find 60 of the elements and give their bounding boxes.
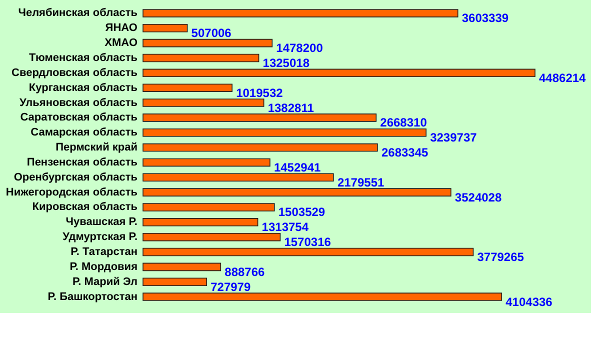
data-label: 1452941 bbox=[274, 160, 321, 174]
y-tick-label: Нижегородская область bbox=[6, 186, 138, 198]
bar bbox=[142, 188, 452, 196]
y-tick-label: Челябинская область bbox=[18, 7, 138, 20]
bar bbox=[142, 292, 502, 301]
bar bbox=[142, 54, 260, 62]
bar bbox=[142, 158, 270, 167]
y-tick-label: Саратовская область bbox=[20, 112, 138, 124]
bar bbox=[142, 278, 208, 286]
bar bbox=[142, 203, 275, 212]
y-tick-label: Удмуртская Р. bbox=[62, 231, 138, 244]
y-tick-label: Кировская область bbox=[32, 201, 138, 214]
y-tick-label: Свердловская область bbox=[12, 66, 138, 79]
y-tick-label: Курганская область bbox=[28, 82, 138, 94]
data-label: 4486214 bbox=[539, 70, 586, 85]
data-label: 3603339 bbox=[462, 11, 509, 26]
data-label: 1019532 bbox=[236, 86, 284, 100]
bar bbox=[142, 98, 264, 107]
data-label: 3239737 bbox=[430, 130, 478, 145]
y-tick-label: Оренбургская область bbox=[14, 171, 138, 184]
bar bbox=[142, 38, 273, 48]
bar bbox=[142, 232, 281, 242]
y-tick-label: ХМАО bbox=[104, 37, 138, 50]
data-label: 1478200 bbox=[276, 41, 324, 56]
data-label: 1503529 bbox=[278, 205, 326, 220]
y-tick-label: Пермский край bbox=[56, 142, 138, 154]
data-label: 2179551 bbox=[337, 175, 384, 190]
bar bbox=[142, 143, 378, 152]
bar bbox=[142, 128, 426, 137]
bar bbox=[142, 9, 458, 18]
bar bbox=[142, 24, 188, 32]
data-label: 2683345 bbox=[381, 146, 429, 160]
data-label: 2668310 bbox=[380, 116, 428, 130]
y-tick-label: Ульяновская область bbox=[20, 96, 138, 109]
data-label: 888766 bbox=[224, 264, 266, 279]
y-tick-label: Р. Марий Эл bbox=[72, 276, 138, 288]
bar bbox=[142, 114, 377, 122]
y-tick-label: Тюменская область bbox=[28, 52, 138, 64]
bar bbox=[142, 68, 536, 78]
y-tick-label: Р. Мордовия bbox=[70, 260, 138, 273]
data-label: 3779265 bbox=[477, 250, 524, 264]
y-tick-label: Чувашская Р. bbox=[66, 216, 138, 228]
data-label: 1325018 bbox=[262, 56, 310, 70]
y-tick-label: ЯНАО bbox=[105, 22, 138, 34]
y-tick-label: Пензенская область bbox=[26, 156, 138, 168]
data-label: 3524028 bbox=[454, 190, 502, 204]
data-label: 1313754 bbox=[262, 220, 309, 234]
bar bbox=[142, 84, 232, 92]
data-label: 727979 bbox=[210, 280, 251, 294]
y-tick-label: Р. Татарстан bbox=[70, 246, 138, 258]
data-label: 507006 bbox=[191, 26, 232, 40]
bar bbox=[142, 248, 474, 256]
bar bbox=[142, 218, 258, 226]
data-label: 1570316 bbox=[284, 235, 332, 250]
data-label: 4104336 bbox=[506, 294, 553, 309]
bar bbox=[142, 262, 222, 272]
data-label: 1382811 bbox=[268, 100, 314, 115]
y-tick-label: Р. Башкортостан bbox=[48, 290, 138, 303]
bar bbox=[142, 173, 334, 182]
y-tick-label: Самарская область bbox=[30, 126, 138, 139]
